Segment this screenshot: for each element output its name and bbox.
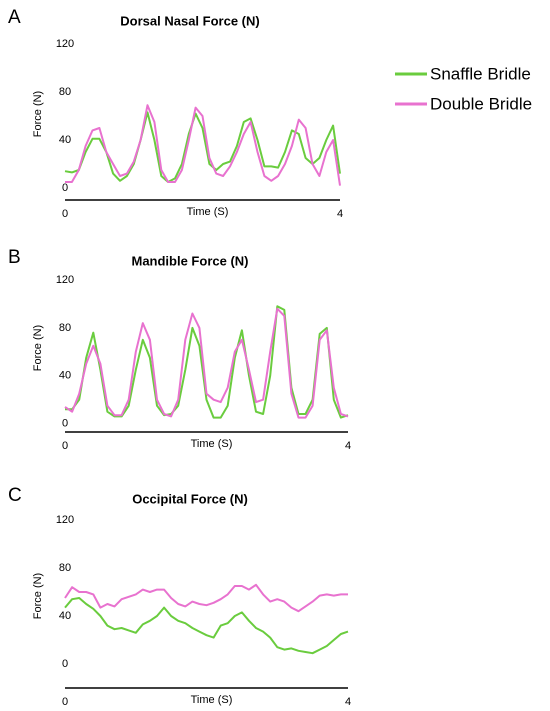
series-line [64, 111, 341, 183]
y-tick-label: 0 [62, 418, 68, 430]
series-line [64, 583, 348, 613]
y-tick-label: 80 [59, 322, 71, 334]
y-tick-label: 120 [56, 38, 74, 50]
chart-title: Mandible Force (N) [131, 253, 248, 268]
chart-title: Dorsal Nasal Force (N) [120, 13, 259, 28]
y-tick-label: 0 [62, 658, 68, 670]
series-line [65, 305, 349, 419]
y-tick-label: 120 [56, 274, 74, 286]
x-axis-label: Time (S) [191, 694, 233, 706]
series-line [64, 597, 349, 655]
series-line [65, 104, 341, 186]
legend-label: Snaffle Bridle [430, 64, 531, 83]
y-tick-label: 120 [56, 514, 74, 526]
x-axis-label: Time (S) [191, 438, 233, 450]
y-axis-label: Force (N) [32, 573, 44, 619]
x-tick-label: 0 [62, 696, 68, 708]
y-tick-label: 0 [62, 182, 68, 194]
y-tick-label: 80 [59, 86, 71, 98]
y-tick-label: 80 [59, 562, 71, 574]
x-tick-label: 4 [345, 696, 351, 708]
y-axis-label: Force (N) [32, 91, 44, 137]
legend-label: Double Bridle [430, 94, 532, 113]
series-line [64, 307, 349, 419]
chart-title: Occipital Force (N) [132, 491, 248, 506]
panel-letter: C [8, 485, 22, 506]
x-tick-label: 0 [62, 440, 68, 452]
x-tick-label: 0 [62, 208, 68, 220]
y-axis-label: Force (N) [32, 325, 44, 371]
panel-letter: A [8, 7, 21, 28]
y-tick-label: 40 [59, 610, 71, 622]
x-axis-label: Time (S) [187, 206, 229, 218]
y-tick-label: 40 [59, 134, 71, 146]
x-tick-label: 4 [345, 440, 351, 452]
x-tick-label: 4 [337, 208, 343, 220]
panel-letter: B [8, 247, 21, 268]
y-tick-label: 40 [59, 370, 71, 382]
